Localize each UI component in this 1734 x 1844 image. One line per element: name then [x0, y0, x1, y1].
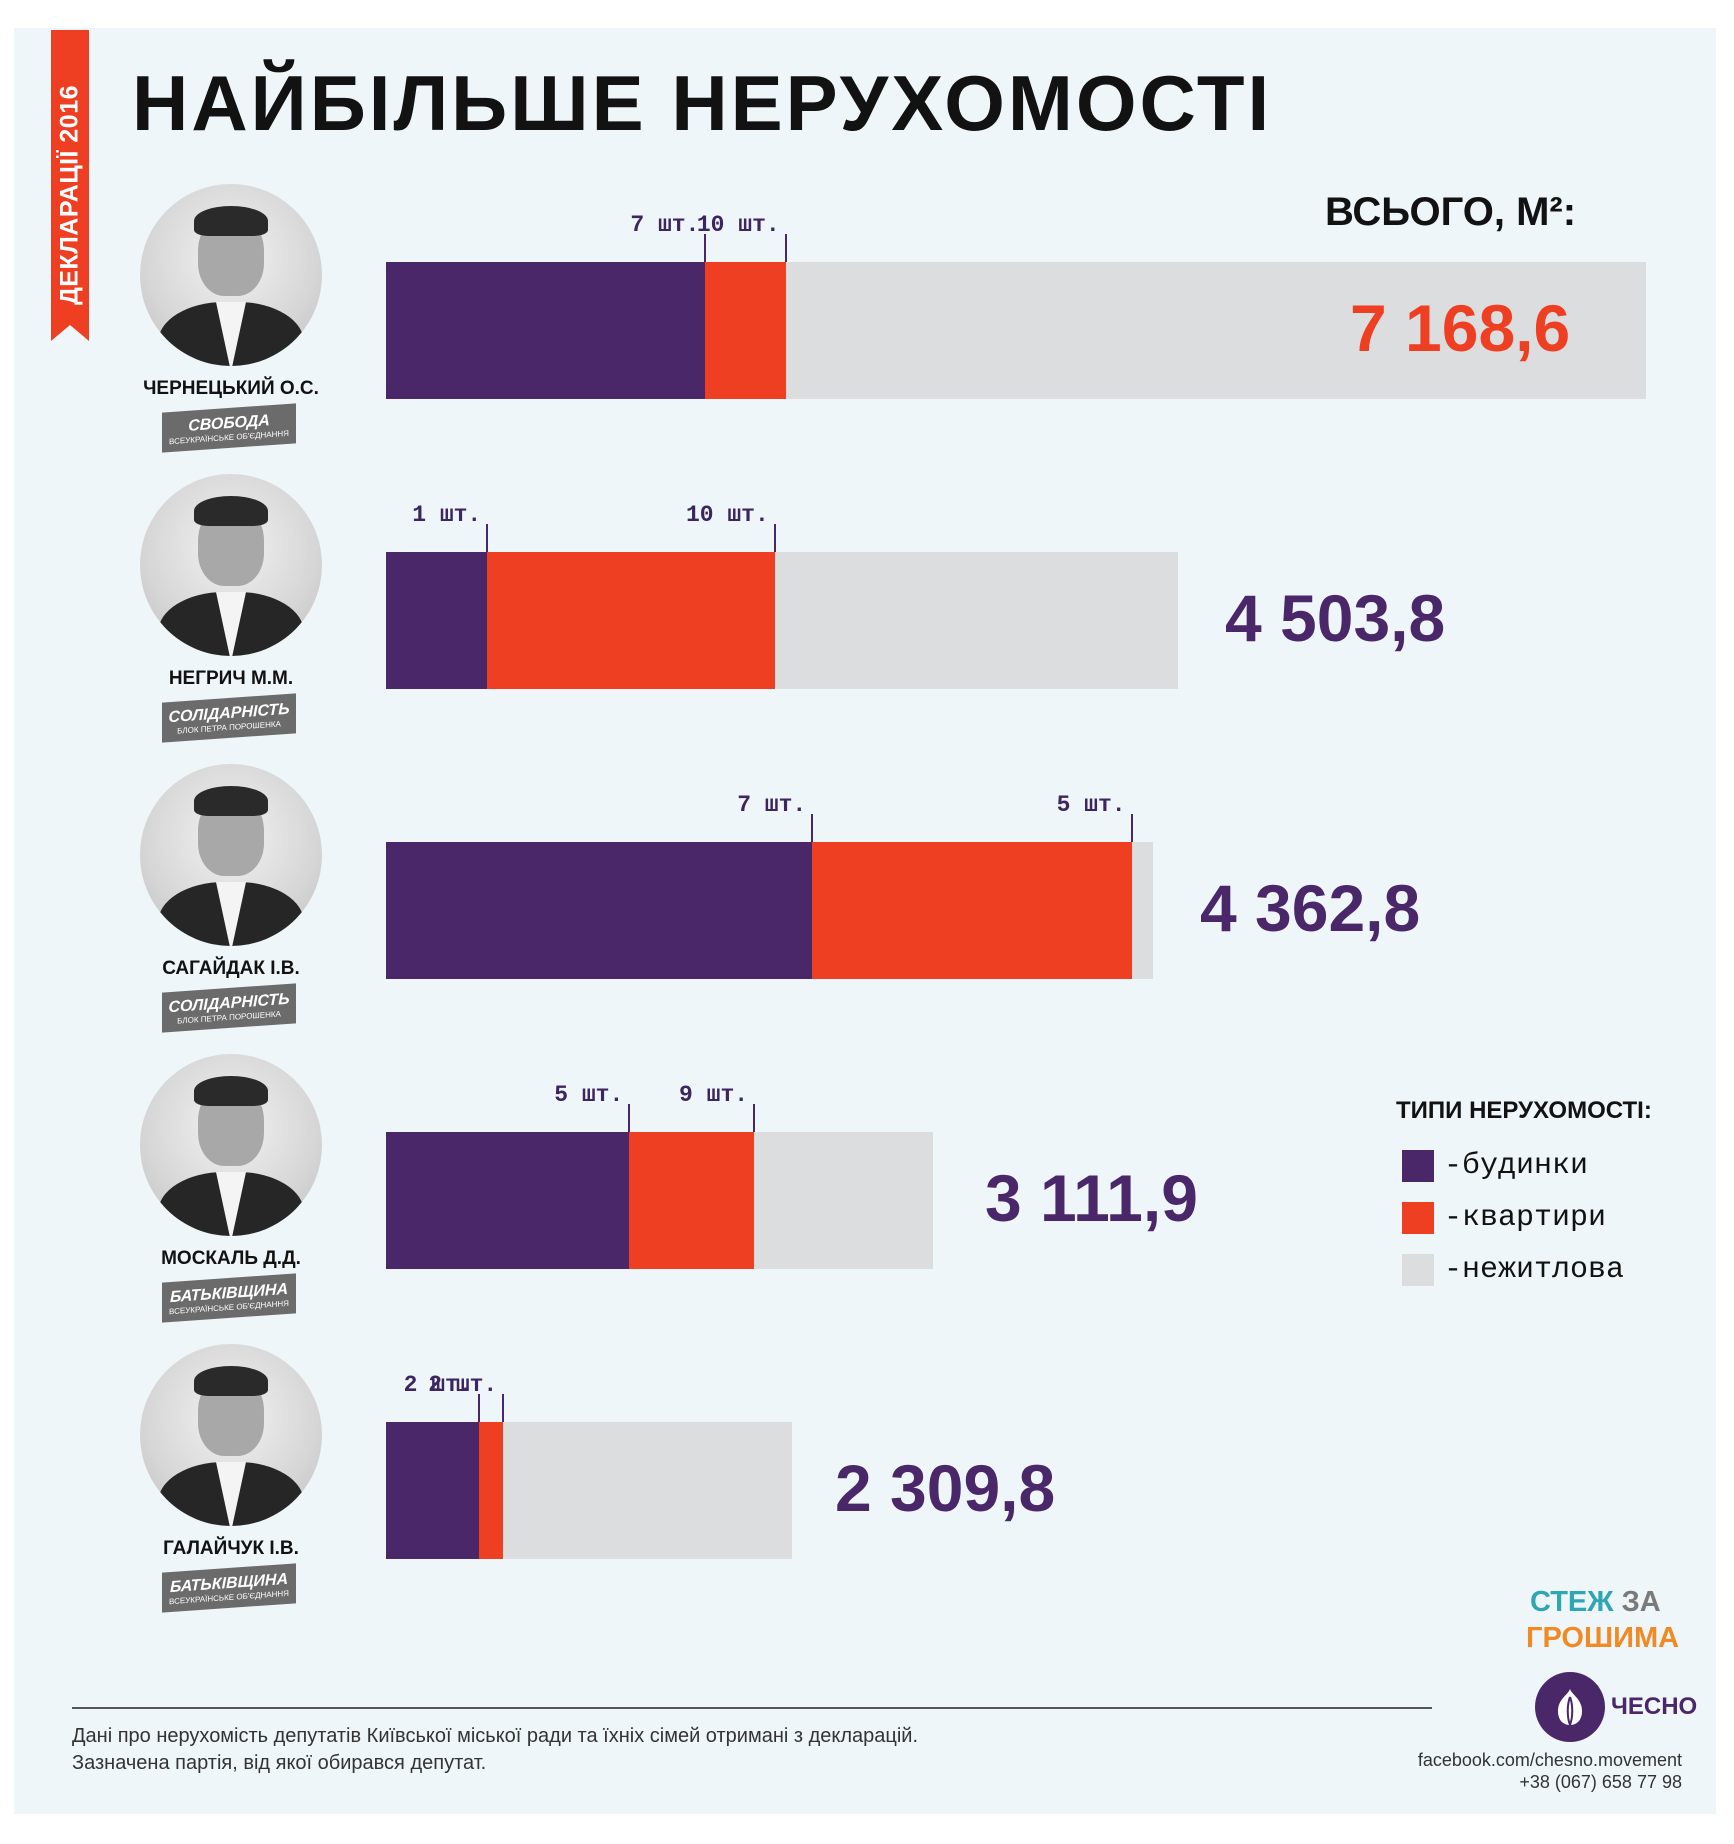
bar-segment-houses: [386, 552, 488, 689]
bar-segment-nonresidential: [774, 552, 1178, 689]
bar-segment-nonresidential: [503, 1422, 792, 1559]
legend-swatch-nonresidential: [1402, 1254, 1434, 1286]
person-name: САГАЙДАК І.В.: [162, 958, 300, 979]
count-tick: [477, 1394, 480, 1422]
bar-segment-nonresidential: [785, 262, 1646, 399]
legend-label-nonresidential: -нежитлова: [1444, 1253, 1625, 1287]
bar-segment-nonresidential: [1131, 842, 1153, 979]
count-label-houses: 5 шт.: [554, 1082, 624, 1108]
count-tick: [773, 524, 776, 552]
count-label-houses: 7 шт.: [630, 212, 700, 238]
legend-item-apartments: -квартири: [1402, 1201, 1607, 1235]
stacked-bar: [386, 1422, 792, 1559]
total-area-value: 7 168,6: [1350, 291, 1571, 365]
total-area-value: 2 309,8: [835, 1451, 1056, 1525]
bar-segment-apartments: [487, 552, 775, 689]
stacked-bar: [386, 552, 1178, 689]
total-area-value: 4 503,8: [1225, 581, 1446, 655]
person-photo: [140, 764, 322, 946]
bar-segment-apartments: [705, 262, 786, 399]
count-tick: [486, 524, 489, 552]
person-photo: [140, 184, 322, 366]
legend-label-houses: -будинки: [1444, 1149, 1589, 1183]
legend-title: ТИПИ НЕРУХОМОСТІ:: [1396, 1097, 1652, 1124]
legend-item-houses: -будинки: [1402, 1149, 1589, 1183]
person-name: ГАЛАЙЧУК І.В.: [163, 1538, 299, 1559]
count-label-apartments: 10 шт.: [685, 502, 769, 528]
count-label-apartments: 2 шт.: [428, 1372, 498, 1398]
count-label-apartments: 9 шт.: [679, 1082, 749, 1108]
bar-segment-nonresidential: [754, 1132, 933, 1269]
legend-swatch-apartments: [1402, 1202, 1434, 1234]
count-label-apartments: 10 шт.: [696, 212, 780, 238]
count-tick: [502, 1394, 505, 1422]
total-area-value: 4 362,8: [1200, 871, 1421, 945]
garlic-icon: [1558, 1689, 1582, 1726]
bar-segment-houses: [386, 1132, 630, 1269]
side-ribbon: [51, 30, 89, 340]
facebook-link[interactable]: facebook.com/chesno.movement: [1417, 1750, 1682, 1770]
phone-number: +38 (067) 658 77 98: [1519, 1772, 1682, 1792]
chesno-logo-text: ЧЕСНО: [1611, 1693, 1698, 1720]
stacked-bar: [386, 842, 1153, 979]
count-label-apartments: 5 шт.: [1056, 792, 1126, 818]
stezh-logo-word1: СТЕЖ: [1530, 1586, 1614, 1618]
bar-segment-houses: [386, 1422, 479, 1559]
count-tick: [811, 814, 814, 842]
person-photo: [140, 474, 322, 656]
person-name: ЧЕРНЕЦЬКИЙ О.С.: [143, 378, 319, 399]
ribbon-tail: [51, 325, 89, 341]
footer-note-1: Дані про нерухомість депутатів Київської…: [72, 1725, 919, 1747]
count-tick: [704, 234, 707, 262]
count-tick: [628, 1104, 631, 1132]
count-label-houses: 7 шт.: [737, 792, 807, 818]
chesno-logo-icon: [1535, 1672, 1605, 1742]
count-label-houses: 1 шт.: [412, 502, 482, 528]
footer-divider: [72, 1707, 1432, 1709]
bar-segment-apartments: [478, 1422, 504, 1559]
count-tick: [784, 234, 787, 262]
legend-label-apartments: -квартири: [1444, 1201, 1607, 1235]
page-title: НАЙБІЛЬШЕ НЕРУХОМОСТІ: [132, 59, 1273, 147]
stacked-bar: [386, 1132, 933, 1269]
person-name: МОСКАЛЬ Д.Д.: [161, 1248, 301, 1269]
bar-segment-houses: [386, 262, 706, 399]
legend-item-nonresidential: -нежитлова: [1402, 1253, 1625, 1287]
stezh-logo: СТЕЖ ЗА: [1530, 1586, 1661, 1619]
total-header: ВСЬОГО, М²:: [1325, 190, 1577, 234]
bar-segment-apartments: [629, 1132, 755, 1269]
legend-swatch-houses: [1402, 1150, 1434, 1182]
count-tick: [1130, 814, 1133, 842]
person-photo: [140, 1054, 322, 1236]
bar-segment-houses: [386, 842, 813, 979]
stezh-logo-word2: ЗА: [1621, 1586, 1661, 1618]
count-tick: [753, 1104, 756, 1132]
count-label-houses: 2 шт.: [403, 1372, 473, 1398]
total-area-value: 3 111,9: [985, 1161, 1198, 1235]
stacked-bar: [386, 262, 1646, 399]
side-label: ДЕКЛАРАЦІЇ 2016: [55, 84, 84, 306]
groshima-logo: ГРОШИМА: [1526, 1622, 1680, 1654]
person-name: НЕГРИЧ М.М.: [168, 668, 294, 689]
person-photo: [140, 1344, 322, 1526]
bar-segment-apartments: [812, 842, 1132, 979]
footer-note-2: Зазначена партія, від якої обирався депу…: [72, 1752, 487, 1774]
